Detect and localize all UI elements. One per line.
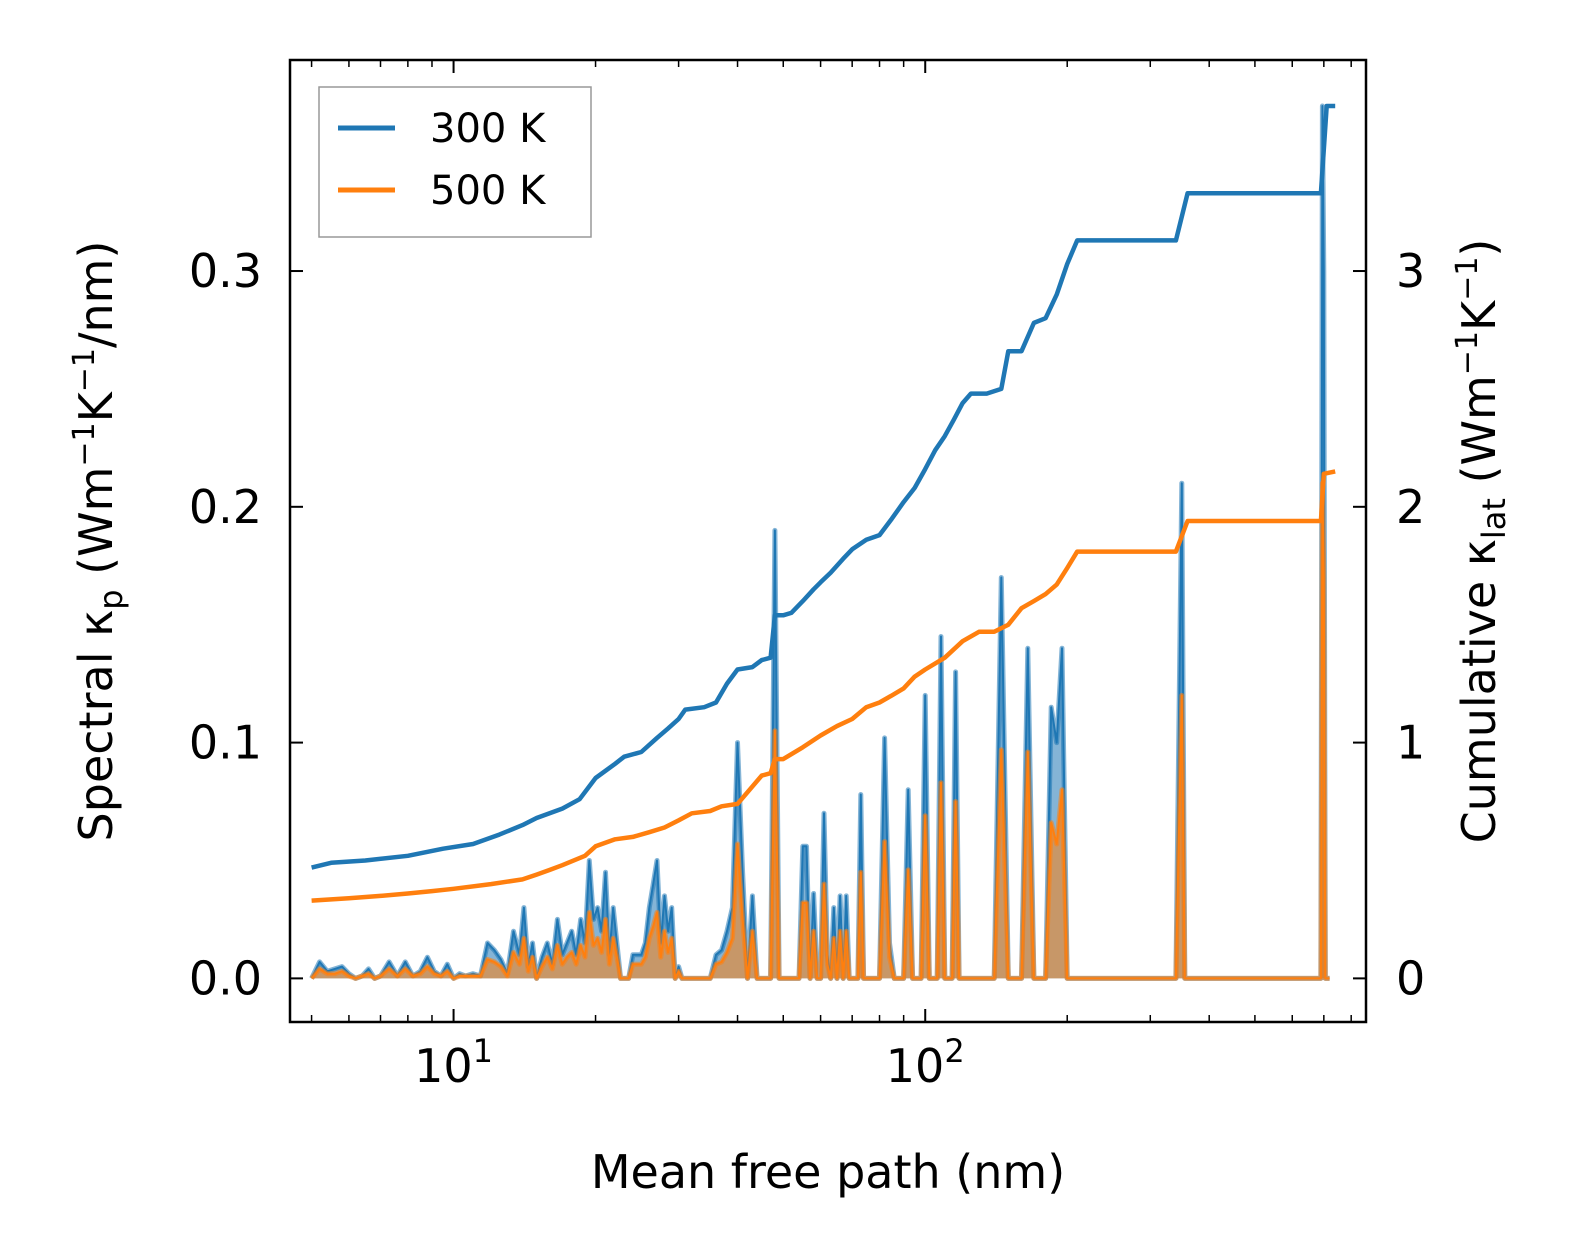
y-right-title-unit-k: K bbox=[1452, 299, 1506, 331]
y-left-axis-title: Spectral κp (Wm−1K−1/nm) bbox=[67, 241, 130, 842]
y-left-title-unit-k: K bbox=[69, 390, 123, 422]
y-right-title-sup1: −1 bbox=[1450, 331, 1485, 375]
x-tick-label: 102 bbox=[886, 1032, 965, 1093]
y-right-title-unit-open: (Wm bbox=[1452, 375, 1506, 498]
cumulative-line-500k bbox=[311, 469, 1336, 903]
y-left-tick-label: 0.1 bbox=[189, 716, 262, 770]
y-left-tick-label: 0.0 bbox=[189, 951, 262, 1005]
legend: 300 K 500 K bbox=[318, 86, 592, 238]
plot-frame bbox=[288, 58, 1368, 1024]
y-left-title-sup1: −1 bbox=[67, 422, 102, 466]
ticks-layer bbox=[290, 60, 1366, 1022]
y-left-title-unit-open: (Wm bbox=[69, 467, 123, 590]
y-left-tick-label: 0.3 bbox=[189, 244, 262, 298]
y-right-title-sup2: −1 bbox=[1450, 257, 1485, 301]
y-right-tick-label: 2 bbox=[1396, 480, 1425, 534]
y-left-title-unit-close: /nm) bbox=[69, 241, 123, 348]
cumulative-line-300k bbox=[311, 103, 1336, 870]
y-right-tick-label: 1 bbox=[1396, 716, 1425, 770]
x-tick-label: 101 bbox=[414, 1032, 493, 1093]
tick-labels-layer: 0.0 0.1 0.2 0.3 0 1 2 3 101 102 bbox=[189, 244, 1425, 1093]
legend-frame bbox=[318, 86, 592, 238]
cumulative-series-layer bbox=[311, 103, 1336, 903]
y-left-title-sub: p bbox=[92, 589, 130, 609]
spectral-series-layer bbox=[309, 103, 1331, 981]
y-right-tick-label: 3 bbox=[1396, 244, 1425, 298]
spectral-line-500k bbox=[310, 482, 1330, 980]
y-right-tick-label: 0 bbox=[1396, 951, 1425, 1005]
x-axis-title: Mean free path (nm) bbox=[591, 1145, 1065, 1199]
y-right-axis-title: Cumulative κlat (Wm−1K−1) bbox=[1450, 239, 1513, 844]
y-left-title-main: Spectral κ bbox=[69, 610, 123, 842]
y-left-tick-label: 0.2 bbox=[189, 480, 262, 534]
legend-label-500k: 500 K bbox=[430, 168, 547, 214]
y-right-title-unit-close: ) bbox=[1452, 239, 1506, 257]
y-right-title-sub: lat bbox=[1475, 498, 1513, 539]
legend-label-300k: 300 K bbox=[430, 106, 547, 152]
y-left-title-sup2: −1 bbox=[67, 348, 102, 392]
y-right-title-main: Cumulative κ bbox=[1452, 539, 1506, 843]
